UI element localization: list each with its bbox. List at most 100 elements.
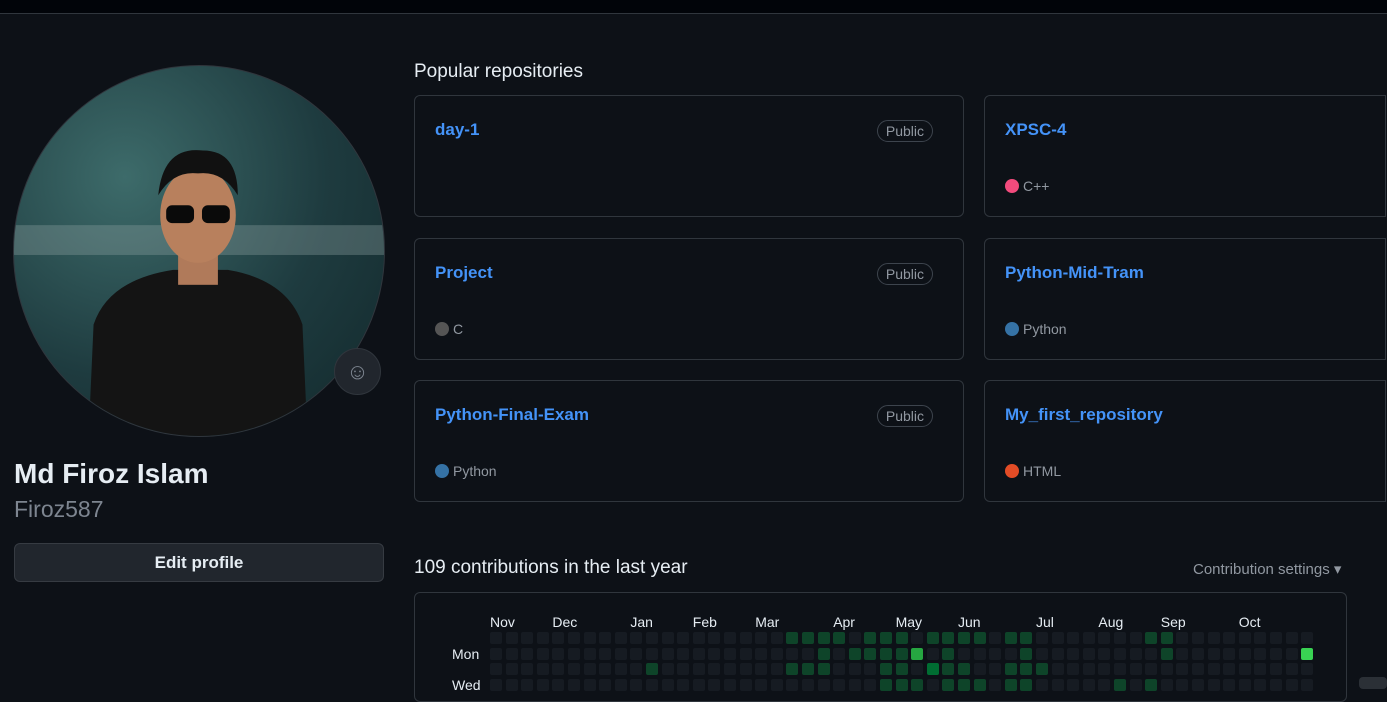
contribution-day[interactable] [895,632,908,644]
contribution-day[interactable] [1020,663,1033,676]
contribution-day[interactable] [1285,663,1298,676]
contribution-day[interactable] [1082,647,1095,660]
contribution-day[interactable] [942,647,955,660]
contribution-day[interactable] [770,678,783,691]
contribution-day[interactable] [942,663,955,676]
contribution-day[interactable] [1067,647,1080,660]
contribution-day[interactable] [895,678,908,691]
contribution-day[interactable] [786,663,799,676]
contribution-day[interactable] [1301,632,1314,644]
contribution-day[interactable] [739,632,752,644]
contribution-day[interactable] [583,647,596,660]
contribution-day[interactable] [1270,678,1282,691]
contribution-day[interactable] [989,678,1002,691]
contribution-day[interactable] [1192,663,1204,676]
contribution-day[interactable] [817,632,830,644]
contribution-day[interactable] [864,678,877,691]
contribution-day[interactable] [599,632,612,644]
contribution-day[interactable] [1020,678,1033,691]
contribution-day[interactable] [1067,663,1080,676]
contribution-day[interactable] [942,678,955,691]
contribution-day[interactable] [911,678,924,691]
contribution-day[interactable] [1160,632,1173,644]
contribution-day[interactable] [614,632,627,644]
contribution-day[interactable] [583,678,596,691]
contribution-day[interactable] [973,647,986,660]
contribution-day[interactable] [1129,647,1142,660]
contribution-day[interactable] [755,678,768,691]
contribution-day[interactable] [1098,663,1111,676]
contribution-day[interactable] [724,632,736,644]
repo-link[interactable]: Python-Final-Exam [435,405,589,424]
contribution-day[interactable] [1207,678,1220,691]
contribution-day[interactable] [536,678,549,691]
contribution-day[interactable] [880,647,892,660]
contribution-day[interactable] [677,663,690,676]
contribution-day[interactable] [1067,632,1080,644]
contribution-day[interactable] [973,632,986,644]
contribution-day[interactable] [958,663,970,676]
contribution-day[interactable] [1238,663,1251,676]
contribution-day[interactable] [755,663,768,676]
contribution-day[interactable] [958,678,970,691]
contribution-day[interactable] [521,632,534,644]
contribution-day[interactable] [490,647,502,660]
contribution-day[interactable] [505,647,518,660]
contribution-day[interactable] [989,632,1002,644]
contribution-day[interactable] [770,632,783,644]
contribution-day[interactable] [911,663,924,676]
contribution-day[interactable] [708,663,721,676]
contribution-day[interactable] [1254,632,1267,644]
edit-profile-button[interactable]: Edit profile [14,543,384,582]
contribution-day[interactable] [833,632,846,644]
contribution-day[interactable] [568,663,580,676]
contribution-day[interactable] [880,678,892,691]
contribution-day[interactable] [1301,647,1314,660]
contribution-day[interactable] [802,647,814,660]
contribution-day[interactable] [630,632,643,644]
contribution-day[interactable] [1301,663,1314,676]
contribution-day[interactable] [692,647,705,660]
contribution-day[interactable] [1176,663,1189,676]
contribution-day[interactable] [583,663,596,676]
contribution-day[interactable] [552,678,565,691]
contribution-day[interactable] [1129,678,1142,691]
contribution-day[interactable] [786,647,799,660]
repo-link[interactable]: Python-Mid-Tram [1005,262,1144,282]
contribution-day[interactable] [1145,663,1158,676]
contribution-day[interactable] [490,632,502,644]
contribution-day[interactable] [1129,632,1142,644]
contribution-day[interactable] [677,678,690,691]
contribution-day[interactable] [692,678,705,691]
contribution-day[interactable] [646,632,658,644]
contribution-day[interactable] [1192,632,1204,644]
contribution-day[interactable] [677,647,690,660]
contribution-day[interactable] [739,678,752,691]
contribution-day[interactable] [848,678,861,691]
contribution-day[interactable] [1082,632,1095,644]
contribution-day[interactable] [864,647,877,660]
contribution-day[interactable] [1192,678,1204,691]
contribution-day[interactable] [802,632,814,644]
contribution-day[interactable] [1301,678,1314,691]
contribution-day[interactable] [895,647,908,660]
contribution-day[interactable] [1036,663,1048,676]
contribution-day[interactable] [770,647,783,660]
contribution-day[interactable] [864,632,877,644]
contribution-day[interactable] [1176,678,1189,691]
contribution-day[interactable] [599,647,612,660]
contribution-day[interactable] [1238,647,1251,660]
contribution-day[interactable] [708,647,721,660]
contribution-day[interactable] [505,632,518,644]
contribution-day[interactable] [646,663,658,676]
contribution-day[interactable] [490,663,502,676]
contribution-day[interactable] [677,632,690,644]
contribution-day[interactable] [661,647,674,660]
contribution-day[interactable] [1207,632,1220,644]
contribution-day[interactable] [802,678,814,691]
contribution-day[interactable] [1051,647,1064,660]
contribution-day[interactable] [786,678,799,691]
contribution-day[interactable] [614,678,627,691]
contribution-day[interactable] [833,663,846,676]
contribution-day[interactable] [1114,632,1126,644]
